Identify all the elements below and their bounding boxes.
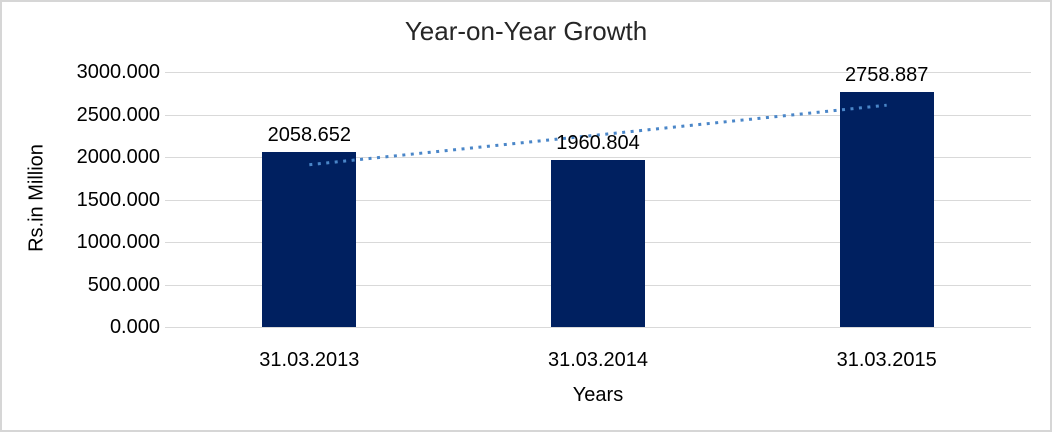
y-tick-label: 1000.000 [76,231,160,253]
chart-title: Year-on-Year Growth [404,16,648,46]
gridline [165,157,1031,158]
bar [262,152,357,327]
y-tick-label: 1500.000 [76,188,160,211]
y-tick-label: 500.000 [87,273,160,296]
bar [839,92,934,327]
trendline-path [309,103,887,167]
bar-value-label: 2058.652 [267,124,352,146]
x-tick-label: 31.03.2014 [547,349,649,371]
y-tick-label: 3000.000 [76,61,160,83]
y-tick-label: 2500.000 [76,103,160,126]
bar-value-label: 2758.887 [844,64,929,87]
plot-area [165,72,1031,328]
gridline [165,327,1031,328]
trendline [309,103,887,167]
y-tick-label: 0.000 [109,316,160,338]
x-axis-title: Years [572,384,624,406]
bar-value-label: 1960.804 [556,132,640,155]
gridline [165,72,1031,73]
y-tick-label: 2000.000 [76,146,160,168]
x-tick-label: 31.03.2015 [836,349,937,371]
bar [551,160,645,327]
x-tick-label: 31.03.2013 [259,349,360,371]
gridline [165,114,1031,116]
